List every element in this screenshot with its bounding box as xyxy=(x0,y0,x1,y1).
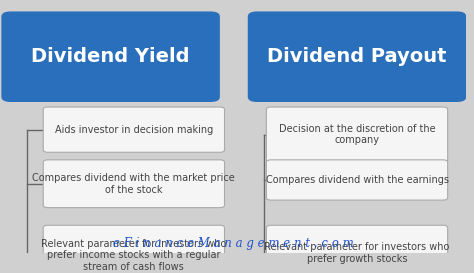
Text: e F i n a n c e M a n a g e m e n t . c o m: e F i n a n c e M a n a g e m e n t . c … xyxy=(113,238,354,250)
FancyBboxPatch shape xyxy=(266,107,447,162)
Text: Relevant parameter for investors who
prefer income stocks with a regular
stream : Relevant parameter for investors who pre… xyxy=(41,239,227,272)
Text: Decision at the discretion of the
company: Decision at the discretion of the compan… xyxy=(279,124,435,146)
FancyBboxPatch shape xyxy=(1,11,220,102)
Text: Compares dividend with the earnings: Compares dividend with the earnings xyxy=(265,175,448,185)
Text: Dividend Payout: Dividend Payout xyxy=(267,47,447,66)
FancyBboxPatch shape xyxy=(266,160,447,200)
FancyBboxPatch shape xyxy=(43,107,225,152)
Text: Aids investor in decision making: Aids investor in decision making xyxy=(55,125,213,135)
FancyBboxPatch shape xyxy=(43,225,225,273)
Text: Relevant parameter for investors who
prefer growth stocks: Relevant parameter for investors who pre… xyxy=(264,242,450,264)
Text: Compares dividend with the market price
of the stock: Compares dividend with the market price … xyxy=(33,173,235,195)
FancyBboxPatch shape xyxy=(43,160,225,208)
Text: Dividend Yield: Dividend Yield xyxy=(31,47,190,66)
FancyBboxPatch shape xyxy=(248,11,466,102)
FancyBboxPatch shape xyxy=(266,225,447,273)
